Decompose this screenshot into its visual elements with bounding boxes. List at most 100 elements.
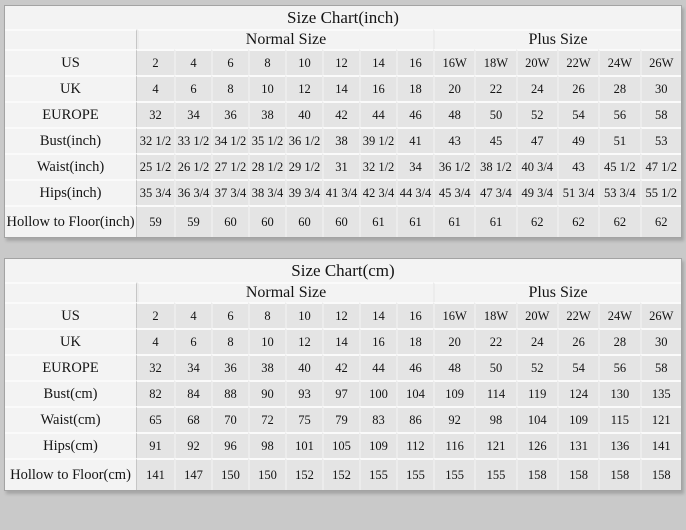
size-value-cell: 141: [137, 458, 175, 490]
table-row: UK 4 6 8 10 12 14 16 18 20 22 24 26 28 30: [5, 328, 681, 354]
size-value-cell: 52: [515, 354, 557, 380]
size-value-cell: 136: [598, 432, 640, 458]
size-value-cell: 48: [433, 354, 475, 380]
size-value-cell: 20: [433, 75, 475, 101]
row-label: EUROPE: [5, 354, 138, 380]
size-value-cell: 35 3/4: [137, 179, 175, 205]
size-value-cell: 14: [359, 302, 397, 328]
size-value-cell: 28: [598, 75, 640, 101]
size-value-cell: 158: [556, 458, 599, 490]
size-value-cell: 50: [474, 354, 516, 380]
size-value-cell: 152: [285, 458, 323, 490]
table-row: Hips(cm) 91 92 96 98 101 105 109 112 116 121 126 131…: [5, 432, 681, 458]
size-value-cell: 2: [137, 49, 175, 75]
size-value-cell: 26W: [639, 49, 681, 75]
table-title-row: Size Chart(cm): [5, 259, 681, 282]
size-value-cell: 24: [515, 328, 557, 354]
size-value-cell: 84: [174, 380, 212, 406]
size-value-cell: 12: [285, 75, 323, 101]
size-value-cell: 45 1/2: [598, 153, 640, 179]
size-value-cell: 41: [396, 127, 434, 153]
size-value-cell: 90: [248, 380, 286, 406]
size-value-cell: 30: [639, 75, 681, 101]
size-value-cell: 16: [396, 49, 434, 75]
size-value-cell: 40: [285, 101, 323, 127]
size-value-cell: 56: [598, 101, 640, 127]
size-value-cell: 97: [322, 380, 360, 406]
table-title-row: Size Chart(inch): [5, 6, 681, 29]
row-label: Hollow to Floor(inch): [5, 205, 138, 237]
size-value-cell: 4: [174, 302, 212, 328]
size-value-cell: 42: [322, 101, 360, 127]
size-chart-inch-table: Size Chart(inch) Normal Size Plus Size U…: [4, 5, 682, 238]
row-label: Hips(cm): [5, 432, 138, 458]
size-value-cell: 62: [598, 205, 640, 237]
table-title: Size Chart(cm): [5, 259, 681, 282]
size-value-cell: 44: [359, 354, 397, 380]
size-value-cell: 155: [433, 458, 475, 490]
size-value-cell: 26: [556, 328, 599, 354]
size-value-cell: 27 1/2: [211, 153, 249, 179]
size-value-cell: 20W: [515, 49, 557, 75]
size-value-cell: 59: [174, 205, 212, 237]
size-value-cell: 60: [248, 205, 286, 237]
group-header-normal: Normal Size: [137, 282, 434, 302]
size-value-cell: 32: [137, 101, 175, 127]
size-value-cell: 12: [322, 302, 360, 328]
group-row-spacer: [5, 29, 138, 49]
size-value-cell: 41 3/4: [322, 179, 360, 205]
size-value-cell: 36: [211, 101, 249, 127]
size-value-cell: 155: [359, 458, 397, 490]
size-value-cell: 121: [639, 406, 681, 432]
size-value-cell: 59: [137, 205, 175, 237]
size-value-cell: 22W: [556, 49, 599, 75]
size-value-cell: 28 1/2: [248, 153, 286, 179]
size-value-cell: 158: [598, 458, 640, 490]
size-value-cell: 83: [359, 406, 397, 432]
size-value-cell: 82: [137, 380, 175, 406]
size-value-cell: 36 3/4: [174, 179, 212, 205]
table-row: EUROPE 32 34 36 38 40 42 44 46 48 50 52 54 56 58: [5, 101, 681, 127]
size-value-cell: 65: [137, 406, 175, 432]
size-value-cell: 20W: [515, 302, 557, 328]
size-value-cell: 38 1/2: [474, 153, 516, 179]
size-value-cell: 150: [248, 458, 286, 490]
size-value-cell: 39 3/4: [285, 179, 323, 205]
size-value-cell: 14: [359, 49, 397, 75]
group-header-plus: Plus Size: [433, 29, 681, 49]
size-value-cell: 24: [515, 75, 557, 101]
size-value-cell: 18: [396, 328, 434, 354]
size-value-cell: 114: [474, 380, 516, 406]
row-label: Hips(inch): [5, 179, 138, 205]
size-value-cell: 10: [285, 49, 323, 75]
size-value-cell: 16: [359, 328, 397, 354]
size-value-cell: 30: [639, 328, 681, 354]
size-value-cell: 141: [639, 432, 681, 458]
table-body: US 2 4 6 8 10 12 14 16 16W 18W 20W 22W 24W 26W UK 4 6 8 10 1…: [5, 302, 681, 490]
size-value-cell: 62: [515, 205, 557, 237]
size-value-cell: 26: [556, 75, 599, 101]
size-value-cell: 47: [515, 127, 557, 153]
size-value-cell: 104: [396, 380, 434, 406]
table-row: Waist(inch) 25 1/2 26 1/2 27 1/2 28 1/2 29 1/…: [5, 153, 681, 179]
size-value-cell: 29 1/2: [285, 153, 323, 179]
size-value-cell: 47 1/2: [639, 153, 681, 179]
size-value-cell: 109: [359, 432, 397, 458]
size-value-cell: 60: [322, 205, 360, 237]
row-label: Hollow to Floor(cm): [5, 458, 138, 490]
size-value-cell: 126: [515, 432, 557, 458]
group-header-plus: Plus Size: [433, 282, 681, 302]
size-value-cell: 152: [322, 458, 360, 490]
size-value-cell: 16: [359, 75, 397, 101]
size-value-cell: 46: [396, 101, 434, 127]
size-value-cell: 93: [285, 380, 323, 406]
size-value-cell: 61: [359, 205, 397, 237]
size-value-cell: 68: [174, 406, 212, 432]
size-value-cell: 18W: [474, 49, 516, 75]
size-value-cell: 34: [396, 153, 434, 179]
size-value-cell: 10: [248, 328, 286, 354]
size-value-cell: 60: [285, 205, 323, 237]
size-value-cell: 33 1/2: [174, 127, 212, 153]
table-row: US 2 4 6 8 10 12 14 16 16W 18W 20W 22W 24W 26W: [5, 302, 681, 328]
size-value-cell: 45: [474, 127, 516, 153]
